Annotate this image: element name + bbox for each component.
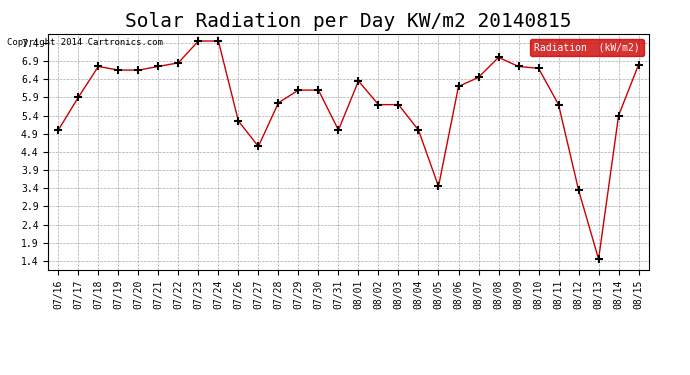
- Text: Copyright 2014 Cartronics.com: Copyright 2014 Cartronics.com: [7, 38, 163, 47]
- Title: Solar Radiation per Day KW/m2 20140815: Solar Radiation per Day KW/m2 20140815: [125, 12, 572, 31]
- Legend: Radiation  (kW/m2): Radiation (kW/m2): [530, 39, 644, 56]
